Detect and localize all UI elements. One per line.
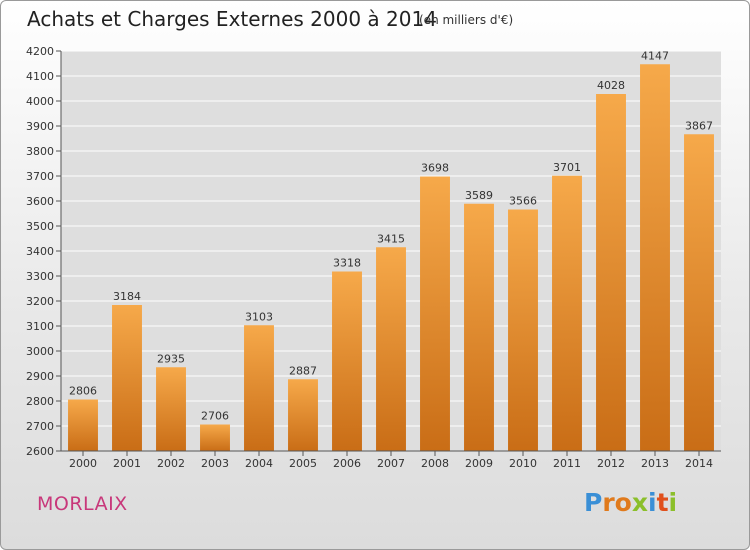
data-label: 3566 (509, 195, 537, 208)
x-tick-label: 2013 (641, 457, 669, 470)
y-tick-label: 3700 (26, 170, 54, 183)
bar (376, 247, 406, 451)
data-label: 4028 (597, 79, 625, 92)
y-tick-label: 3100 (26, 320, 54, 333)
y-tick-label: 3600 (26, 195, 54, 208)
data-label: 3589 (465, 189, 493, 202)
proxiti-logo[interactable]: Proxiti (584, 488, 677, 517)
logo-letter: x (631, 488, 648, 517)
data-label: 2887 (289, 364, 317, 377)
x-tick-label: 2004 (245, 457, 273, 470)
chart-subtitle: (en milliers d'€) (419, 13, 514, 27)
data-label: 2806 (69, 385, 97, 398)
y-tick-label: 4000 (26, 95, 54, 108)
x-tick-label: 2014 (685, 457, 713, 470)
logo-letter: P (584, 488, 603, 517)
x-tick-label: 2005 (289, 457, 317, 470)
bar (332, 271, 362, 451)
bar (112, 305, 142, 451)
logo-letter: t (656, 488, 669, 517)
x-tick-label: 2010 (509, 457, 537, 470)
data-label: 3867 (685, 119, 713, 132)
y-tick-label: 2800 (26, 395, 54, 408)
bar (596, 94, 626, 451)
y-tick-label: 4200 (26, 45, 54, 58)
logo-letter: i (648, 488, 657, 517)
x-tick-label: 2006 (333, 457, 361, 470)
data-label: 3698 (421, 162, 449, 175)
x-tick-label: 2008 (421, 457, 449, 470)
bar (464, 203, 494, 451)
data-label: 3701 (553, 161, 581, 174)
chart-title: Achats et Charges Externes 2000 à 2014 (27, 7, 437, 31)
y-tick-label: 3000 (26, 345, 54, 358)
logo-letter: r (602, 488, 615, 517)
bars (68, 64, 714, 451)
bar (508, 209, 538, 451)
x-tick-label: 2003 (201, 457, 229, 470)
y-tick-label: 3200 (26, 295, 54, 308)
bar (244, 325, 274, 451)
data-label: 3184 (113, 290, 141, 303)
data-label: 4147 (641, 49, 669, 62)
bar (156, 367, 186, 451)
x-tick-label: 2009 (465, 457, 493, 470)
data-label: 2935 (157, 352, 185, 365)
y-tick-label: 4100 (26, 70, 54, 83)
data-label: 3318 (333, 257, 361, 270)
data-label: 2706 (201, 410, 229, 423)
y-tick-label: 2900 (26, 370, 54, 383)
bar (420, 176, 450, 451)
data-label: 3103 (245, 310, 273, 323)
y-tick-label: 3300 (26, 270, 54, 283)
city-name: MORLAIX (37, 493, 128, 515)
bar (68, 399, 98, 451)
bar (552, 175, 582, 451)
x-tick-label: 2011 (553, 457, 581, 470)
bar (640, 64, 670, 451)
x-tick-label: 2001 (113, 457, 141, 470)
x-tick-label: 2007 (377, 457, 405, 470)
y-tick-label: 3800 (26, 145, 54, 158)
x-tick-label: 2012 (597, 457, 625, 470)
y-tick-label: 3400 (26, 245, 54, 258)
y-tick-label: 2600 (26, 445, 54, 458)
bar (684, 134, 714, 451)
logo-letter: o (614, 488, 632, 517)
y-tick-label: 3500 (26, 220, 54, 233)
y-tick-label: 3900 (26, 120, 54, 133)
data-labels: 2806 3184 2935 2706 3103 2887 3318 3415 3698 3589… (69, 49, 713, 422)
bar (288, 379, 318, 451)
x-tick-label: 2000 (69, 457, 97, 470)
logo-letter: i (668, 488, 678, 517)
x-axis: 2000 2001 2002 2003 2004 2005 2006 2007 2008 2009… (61, 450, 721, 470)
y-axis: 2600 2700 2800 2900 3000 3100 3200 3300 3400 3500… (26, 45, 62, 458)
bar (200, 424, 230, 451)
x-tick-label: 2002 (157, 457, 185, 470)
y-tick-label: 2700 (26, 420, 54, 433)
data-label: 3415 (377, 232, 405, 245)
